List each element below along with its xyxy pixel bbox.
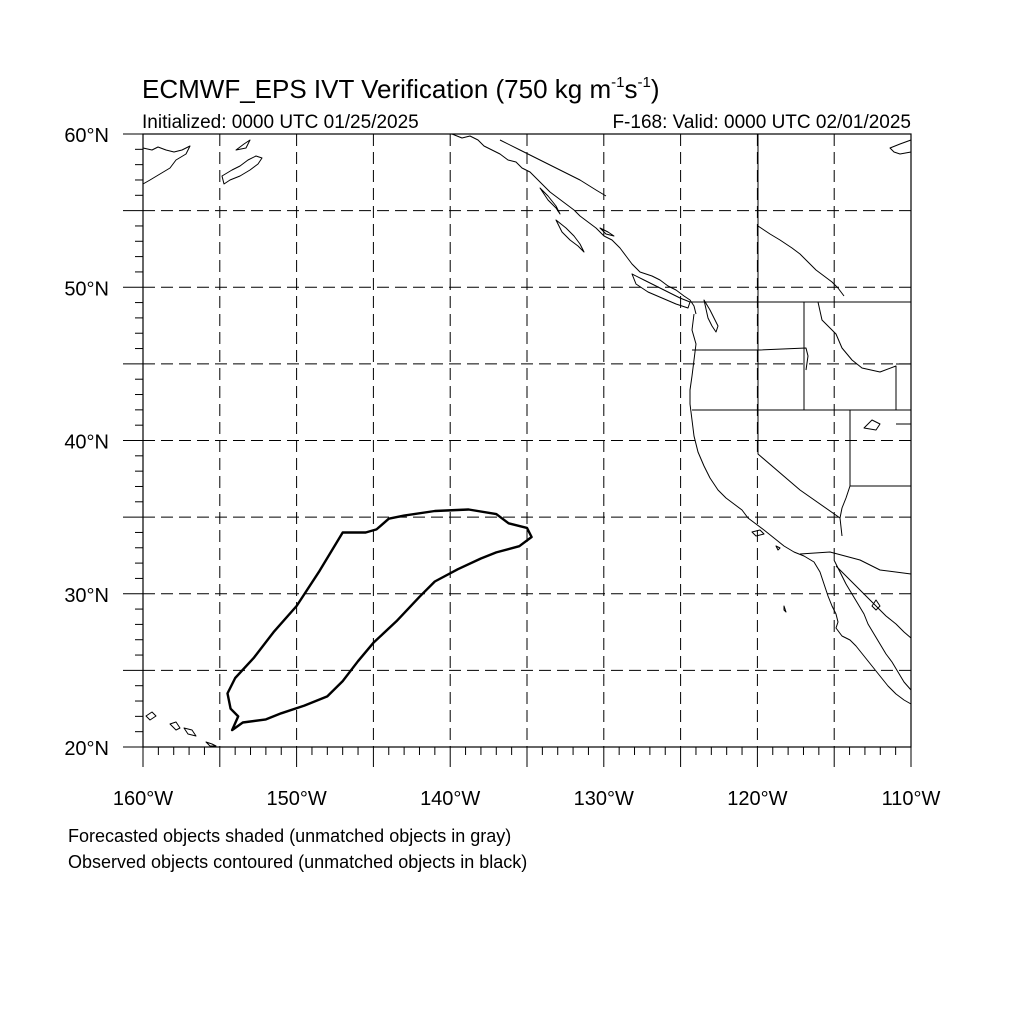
coastline-borders	[142, 133, 912, 747]
longitude-labels: 160°W 150°W 140°W 130°W 120°W 110°W	[113, 788, 941, 810]
lon-label: 120°W	[727, 788, 787, 810]
lon-label: 130°W	[574, 788, 634, 810]
lat-label: 40°N	[64, 432, 109, 454]
axis-ticks	[123, 133, 912, 767]
graticule-grid	[143, 134, 911, 747]
latitude-labels: 60°N 50°N 40°N 30°N 20°N	[64, 125, 109, 760]
valid-time: F-168: Valid: 0000 UTC 02/01/2025	[612, 112, 911, 133]
map-title: ECMWF_EPS IVT Verification (750 kg m-1s-…	[142, 74, 659, 104]
lon-label: 140°W	[420, 788, 480, 810]
lat-label: 50°N	[64, 278, 109, 300]
lon-label: 160°W	[113, 788, 173, 810]
lon-label: 150°W	[266, 788, 326, 810]
lat-label: 30°N	[64, 585, 109, 607]
lon-label: 110°W	[882, 788, 941, 810]
initialized-time: Initialized: 0000 UTC 01/25/2025	[142, 112, 419, 133]
lat-label: 20°N	[64, 738, 109, 760]
observed-ivt-object-contour	[226, 508, 533, 732]
legend-note-observed: Observed objects contoured (unmatched ob…	[68, 852, 527, 872]
lat-label: 60°N	[64, 125, 109, 147]
legend-note-forecast: Forecasted objects shaded (unmatched obj…	[68, 826, 511, 846]
